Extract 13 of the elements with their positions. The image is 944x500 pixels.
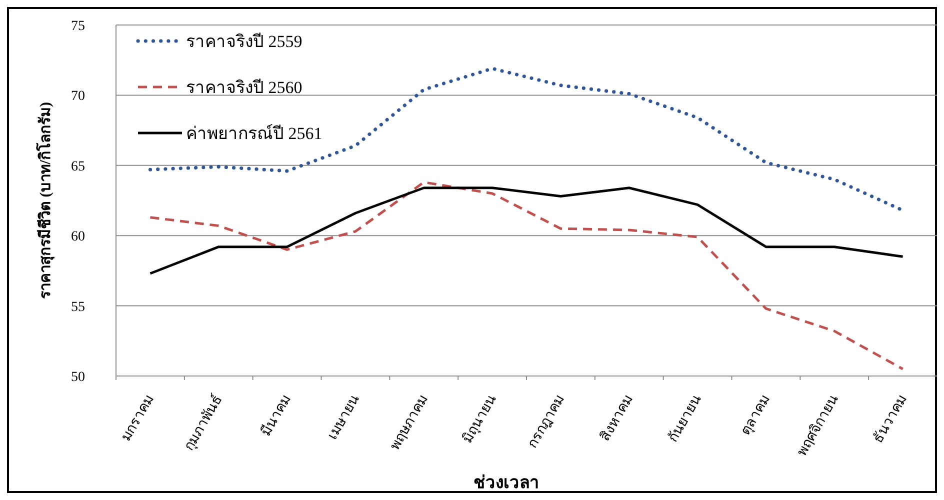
legend-label: ราคาจริงปี 2559	[186, 32, 302, 51]
x-axis-title: ช่วงเวลา	[474, 473, 540, 492]
legend-label: ค่าพยากรณ์ปี 2561	[186, 124, 322, 143]
legend-label: ราคาจริงปี 2560	[186, 78, 302, 97]
y-tick-label: 70	[71, 89, 85, 104]
y-tick-label: 65	[71, 159, 85, 174]
y-tick-label: 50	[71, 370, 85, 385]
line-series	[148, 186, 904, 275]
y-tick-label: 55	[71, 300, 85, 315]
y-axis-title: ราคาสุกรมีชีวิต (บาท/กิโลกรัม)	[35, 102, 55, 299]
y-tick-label: 60	[71, 230, 85, 245]
line-series	[148, 181, 904, 370]
y-tick-label: 75	[71, 19, 85, 34]
